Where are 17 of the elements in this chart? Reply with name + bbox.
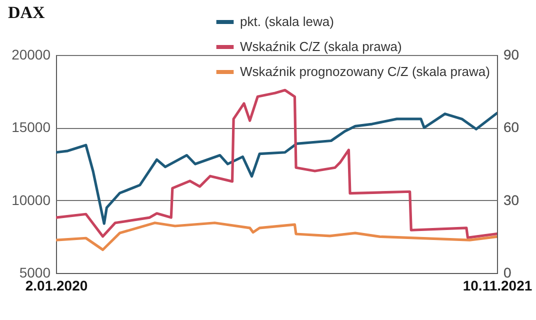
line-series — [56, 222, 497, 252]
y-tick-label: 15000 — [12, 119, 51, 136]
y2-tick-label: 0 — [504, 264, 512, 280]
y-tick-label: 20000 — [12, 46, 51, 62]
line-series — [56, 112, 497, 225]
y-tick-label: 10000 — [12, 192, 51, 208]
legend-label: pkt. (skala lewa) — [240, 14, 334, 29]
x-tick-label: 2.01.2020 — [25, 278, 88, 294]
y2-tick-label: 30 — [504, 192, 520, 208]
line-series — [56, 88, 497, 239]
y-tick-label: 5000 — [19, 264, 51, 280]
y2-tick-label: 60 — [504, 119, 520, 136]
y2-tick-label: 90 — [504, 46, 520, 62]
chart-title: DAX — [8, 3, 46, 22]
x-tick-label: 10.11.2021 — [462, 278, 532, 294]
legend-label: Wskaźnik prognozowany C/Z (skala prawa) — [240, 64, 490, 79]
legend-label: Wskaźnik C/Z (skala prawa) — [240, 39, 402, 54]
